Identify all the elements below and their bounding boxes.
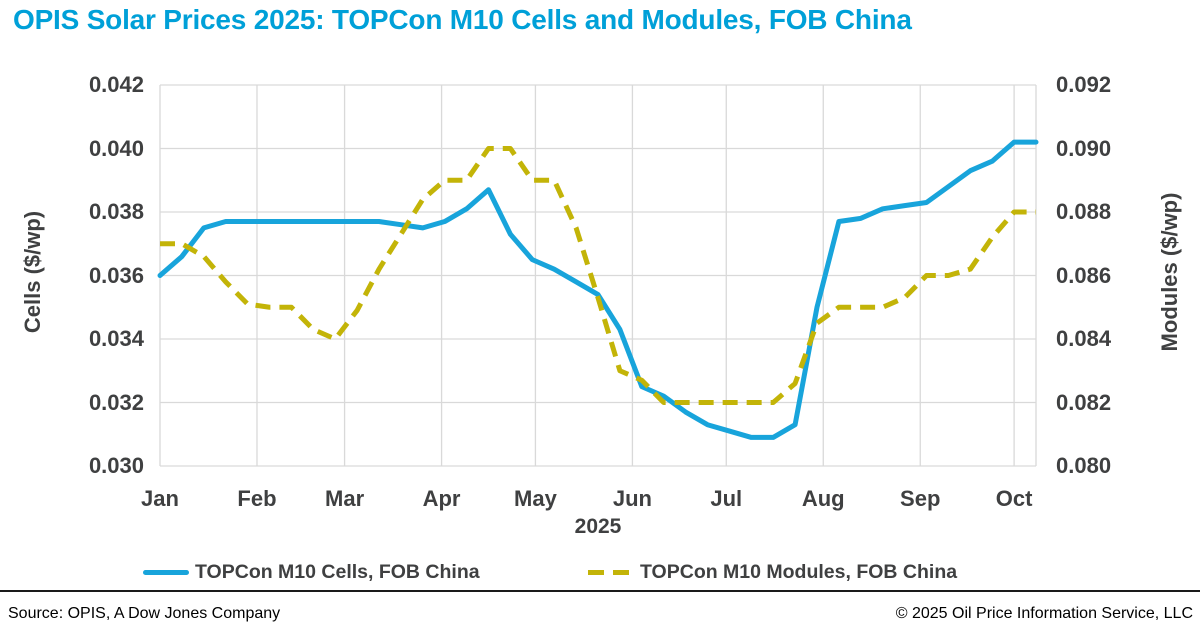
right-axis-tick: 0.082 bbox=[1056, 389, 1112, 415]
left-axis-tick: 0.032 bbox=[88, 389, 144, 415]
cells-line-swatch-icon bbox=[143, 569, 189, 575]
left-axis-tick: 0.042 bbox=[88, 72, 144, 97]
left-axis-title: Cells ($/wp) bbox=[20, 210, 45, 334]
right-axis-title: Modules ($/wp) bbox=[1157, 192, 1182, 352]
x-axis-month-label: Apr bbox=[422, 486, 461, 511]
x-axis-year-label: 2025 bbox=[574, 515, 622, 538]
legend-item-cells: TOPCon M10 Cells, FOB China bbox=[143, 560, 480, 584]
x-axis-month-label: Aug bbox=[801, 486, 845, 511]
x-axis-month-label: Feb bbox=[237, 486, 277, 511]
modules-dashed-swatch-icon bbox=[588, 569, 634, 575]
x-axis-month-label: Sep bbox=[900, 486, 941, 511]
left-axis-tick: 0.030 bbox=[88, 453, 144, 478]
x-axis-month-label: Jan bbox=[141, 486, 179, 511]
left-axis-tick: 0.038 bbox=[88, 199, 144, 224]
x-axis-month-label: Mar bbox=[325, 486, 365, 511]
right-axis-tick: 0.088 bbox=[1056, 199, 1112, 224]
left-axis-tick: 0.040 bbox=[88, 135, 144, 161]
series-line-modules bbox=[160, 146, 1036, 405]
series-line-cells bbox=[157, 139, 1039, 440]
footer-divider bbox=[0, 590, 1200, 592]
left-axis-tick: 0.034 bbox=[88, 326, 144, 351]
legend-label-modules: TOPCon M10 Modules, FOB China bbox=[640, 560, 958, 583]
right-axis-tick: 0.080 bbox=[1056, 453, 1112, 478]
x-axis-month-label: Oct bbox=[995, 486, 1033, 511]
legend-label-cells: TOPCon M10 Cells, FOB China bbox=[195, 560, 480, 583]
x-axis-month-label: May bbox=[514, 486, 557, 511]
right-axis-tick: 0.084 bbox=[1056, 326, 1112, 351]
right-axis-tick: 0.086 bbox=[1056, 262, 1112, 288]
left-axis-tick: 0.036 bbox=[88, 262, 144, 288]
x-axis-month-label: Jun bbox=[612, 486, 652, 511]
right-axis-tick: 0.092 bbox=[1056, 72, 1112, 97]
right-axis-tick: 0.090 bbox=[1056, 135, 1112, 161]
chart-title: OPIS Solar Prices 2025: TOPCon M10 Cells… bbox=[13, 4, 912, 35]
footer-source-text: Source: OPIS, A Dow Jones Company bbox=[8, 605, 281, 622]
legend-item-modules: TOPCon M10 Modules, FOB China bbox=[588, 560, 957, 584]
footer-copyright-text: © 2025 Oil Price Information Service, LL… bbox=[895, 605, 1193, 622]
x-axis-month-label: Jul bbox=[710, 486, 743, 511]
